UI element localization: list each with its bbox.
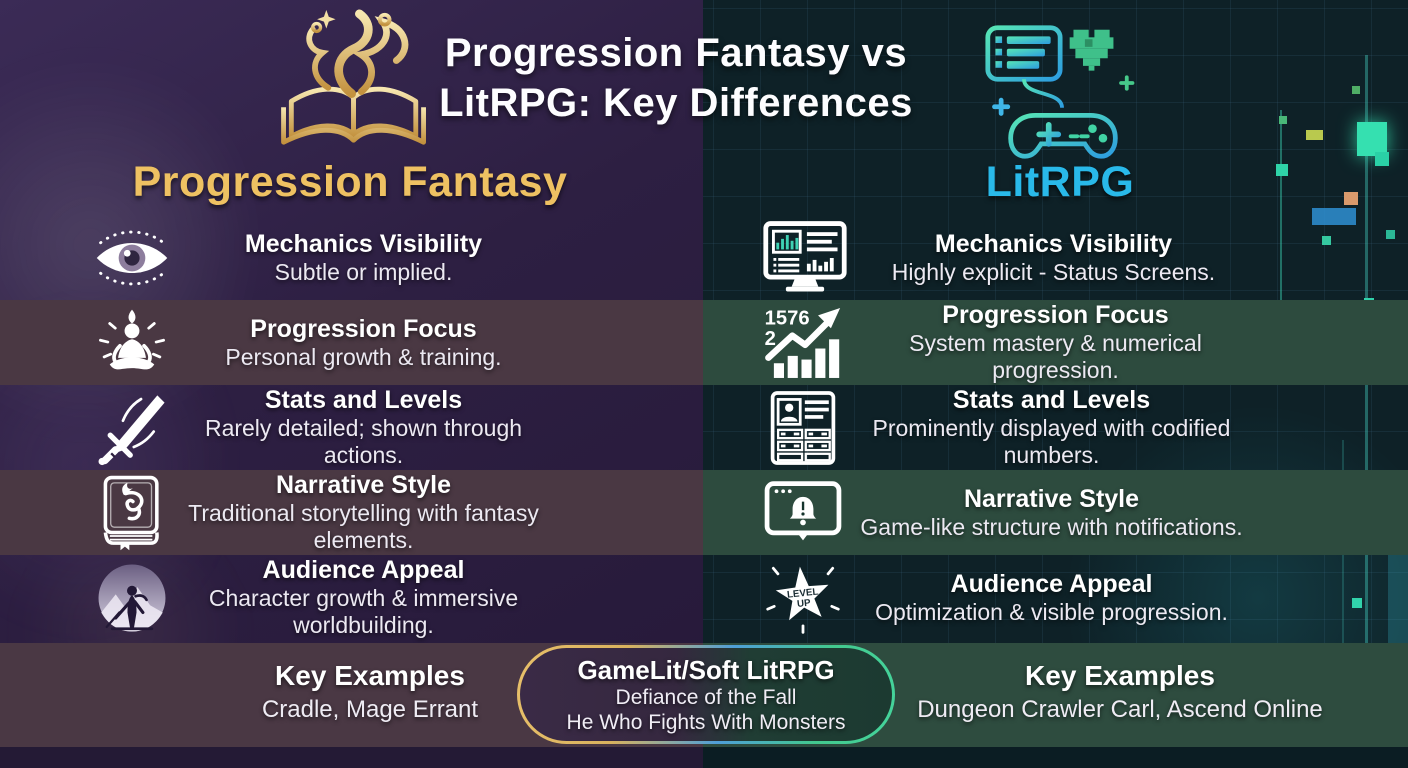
key-examples-heading: Key Examples (275, 660, 465, 691)
circuit-square (1276, 164, 1288, 176)
row-detail: System mastery & numerical progression. (909, 330, 1202, 383)
level-up-star-icon: LEVEL UP (761, 559, 845, 637)
row-mechanics-visibility: Mechanics Visibility Subtle or implied. (0, 215, 1408, 300)
gamelit-pill: GameLit/Soft LitRPG Defiance of the Fall… (517, 645, 895, 744)
circuit-square (1357, 122, 1387, 156)
narrative-style-right-cell: Narrative Style Game-like structure with… (703, 470, 1408, 555)
row-heading: Stats and Levels (264, 386, 463, 414)
magic-book-icon (268, 4, 443, 159)
monitor-stats-icon (761, 219, 849, 297)
row-detail: Prominently displayed with codified numb… (872, 415, 1231, 468)
circuit-square (1312, 208, 1356, 225)
circuit-square (1375, 152, 1389, 166)
key-examples-detail: Dungeon Crawler Carl, Ascend Online (917, 696, 1323, 723)
row-heading: Audience Appeal (262, 556, 465, 584)
progression-focus-right-text: Progression Focus System mastery & numer… (853, 301, 1408, 384)
left-key-examples: Key Examples Cradle, Mage Errant (140, 660, 600, 724)
circuit-line (1365, 55, 1368, 768)
stats-levels-right-text: Stats and Levels Prominently displayed w… (845, 386, 1408, 469)
row-heading: Progression Focus (942, 301, 1169, 329)
circuit-square (1352, 86, 1360, 94)
star-text-line2: UP (796, 597, 811, 609)
gamelit-pill-inner: GameLit/Soft LitRPG Defiance of the Fall… (520, 648, 892, 741)
circuit-square (1352, 598, 1362, 608)
dragon-book-icon (90, 474, 174, 552)
mechanics-visibility-right-cell: Mechanics Visibility Highly explicit - S… (703, 215, 1408, 300)
row-heading: Narrative Style (275, 471, 452, 499)
circuit-line (1280, 110, 1282, 350)
narrative-style-right-text: Narrative Style Game-like structure with… (845, 485, 1408, 541)
adventurer-icon (90, 560, 174, 636)
circuit-line (1342, 440, 1344, 768)
right-column-title: LitRPG (985, 158, 1135, 206)
eye-icon (90, 230, 174, 286)
notification-window-icon (761, 478, 845, 548)
stats-levels-left-cell: Stats and Levels Rarely detailed; shown … (0, 385, 703, 470)
game-ui-icon (982, 24, 1144, 167)
row-heading: Progression Focus (250, 314, 477, 343)
right-key-examples: Key Examples Dungeon Crawler Carl, Ascen… (900, 660, 1340, 724)
gamelit-example-1: Defiance of the Fall (615, 685, 797, 709)
row-detail: Highly explicit - Status Screens. (891, 258, 1216, 285)
stats-levels-left-text: Stats and Levels Rarely detailed; shown … (174, 386, 703, 469)
page-title-line1: Progression Fantasy vs (444, 31, 908, 75)
star-text-line1: LEVEL (787, 586, 819, 600)
mechanics-visibility-left-cell: Mechanics Visibility Subtle or implied. (0, 215, 703, 300)
row-detail: Optimization & visible progression. (875, 598, 1228, 625)
row-heading: Mechanics Visibility (934, 229, 1173, 258)
audience-appeal-left-text: Audience Appeal Character growth & immer… (174, 556, 703, 639)
audience-appeal-left-cell: Audience Appeal Character growth & immer… (0, 555, 703, 640)
growth-number-side: 2 (765, 327, 776, 349)
progression-focus-right-cell: 1576 2 Progression Focus System mastery … (703, 300, 1408, 385)
key-examples-heading: Key Examples (1025, 660, 1215, 691)
comparison-rows: Mechanics Visibility Subtle or implied. (0, 215, 1408, 640)
circuit-square (1279, 116, 1287, 124)
row-heading: Stats and Levels (952, 386, 1151, 414)
row-heading: Audience Appeal (950, 569, 1153, 598)
row-stats-and-levels: Stats and Levels Rarely detailed; shown … (0, 385, 1408, 470)
growth-chart-icon: 1576 2 (761, 304, 853, 382)
progression-focus-left-cell: Progression Focus Personal growth & trai… (0, 300, 703, 385)
page-title: Progression Fantasy vs LitRPG: Key Diffe… (420, 28, 932, 128)
circuit-square (1306, 130, 1323, 140)
row-detail: Rarely detailed; shown through actions. (204, 415, 523, 468)
row-audience-appeal: Audience Appeal Character growth & immer… (0, 555, 1408, 640)
row-detail: Game-like structure with notifications. (860, 513, 1243, 540)
gamelit-example-2: He Who Fights With Monsters (566, 710, 846, 734)
row-detail: Subtle or implied. (274, 258, 453, 285)
narrative-style-left-text: Narrative Style Traditional storytelling… (174, 471, 703, 554)
circuit-square (1322, 236, 1331, 245)
bottom-strip (0, 747, 1408, 768)
circuit-square (1386, 230, 1395, 239)
progression-focus-left-text: Progression Focus Personal growth & trai… (174, 315, 703, 371)
growth-number-top: 1576 (765, 307, 810, 329)
circuit-square (1388, 555, 1408, 665)
character-sheet-icon (761, 389, 845, 467)
stats-levels-right-cell: Stats and Levels Prominently displayed w… (703, 385, 1408, 470)
page-title-line2: LitRPG: Key Differences (439, 81, 913, 125)
gamelit-heading: GameLit/Soft LitRPG (577, 654, 835, 685)
row-progression-focus: Progression Focus Personal growth & trai… (0, 300, 1408, 385)
mechanics-visibility-left-text: Mechanics Visibility Subtle or implied. (174, 230, 703, 286)
sword-icon (90, 390, 174, 466)
row-heading: Narrative Style (963, 484, 1140, 513)
circuit-square (1344, 192, 1358, 205)
mechanics-visibility-right-text: Mechanics Visibility Highly explicit - S… (849, 230, 1408, 286)
left-column-title: Progression Fantasy (132, 158, 568, 206)
row-detail: Personal growth & training. (225, 343, 502, 370)
meditation-icon (90, 307, 174, 379)
row-detail: Character growth & immersive worldbuildi… (208, 585, 519, 638)
audience-appeal-right-cell: LEVEL UP Audience Appeal Optimization & … (703, 555, 1408, 640)
narrative-style-left-cell: Narrative Style Traditional storytelling… (0, 470, 703, 555)
row-detail: Traditional storytelling with fantasy el… (188, 500, 539, 553)
audience-appeal-right-text: Audience Appeal Optimization & visible p… (845, 570, 1408, 626)
row-heading: Mechanics Visibility (244, 229, 483, 258)
row-narrative-style: Narrative Style Traditional storytelling… (0, 470, 1408, 555)
key-examples-detail: Cradle, Mage Errant (261, 696, 479, 723)
